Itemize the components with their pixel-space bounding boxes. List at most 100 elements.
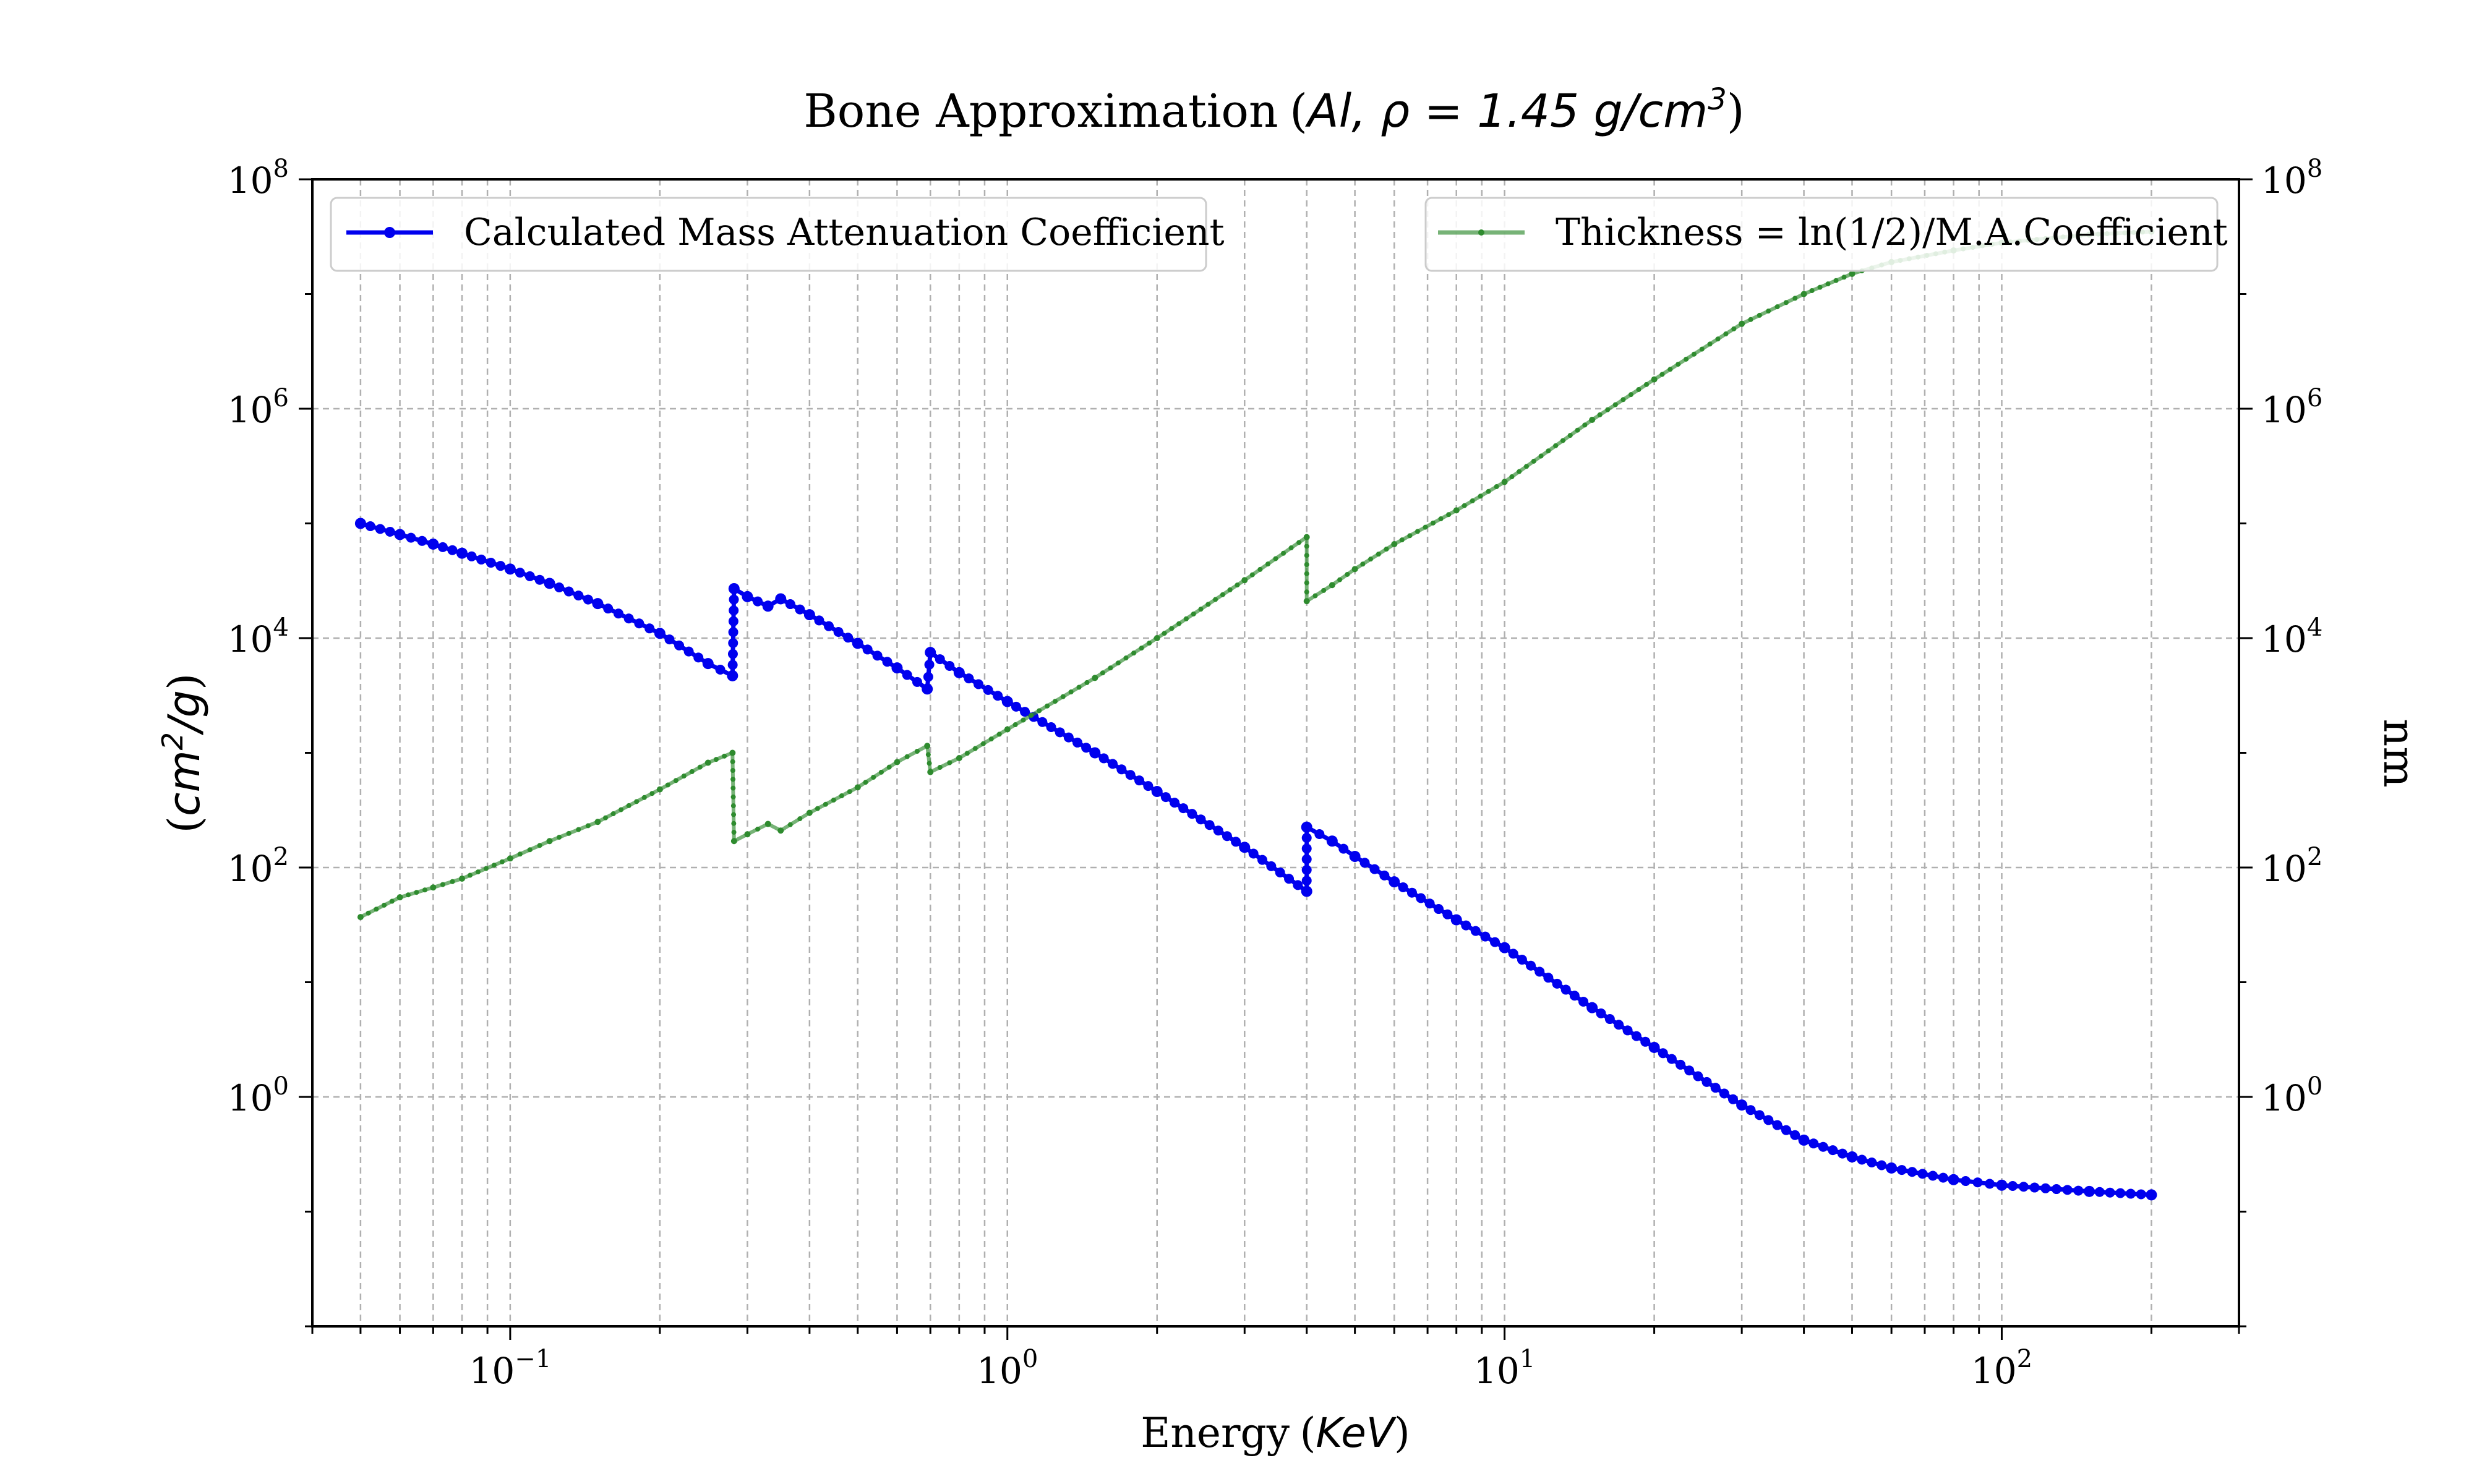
thickness-point xyxy=(1235,582,1240,588)
thickness-point xyxy=(996,731,1002,737)
axis-ticks: 10−1 100 101 102100102104106108100102104106… xyxy=(228,155,2323,1392)
thickness-point xyxy=(1154,635,1160,641)
thickness-point xyxy=(537,843,542,848)
x-tick-label: 10−1 xyxy=(469,1345,551,1392)
mass-attenuation-point xyxy=(1480,931,1491,942)
thickness-point xyxy=(839,793,844,799)
mass-attenuation-point xyxy=(1961,1176,1971,1187)
thickness-point xyxy=(1147,641,1152,646)
mass-attenuation-point xyxy=(728,582,740,594)
thickness-point xyxy=(697,764,703,770)
thickness-point xyxy=(1651,376,1658,383)
thickness-point xyxy=(831,797,836,803)
thickness-point xyxy=(1731,326,1737,331)
thickness-point xyxy=(1523,464,1529,469)
mass-attenuation-point xyxy=(1398,882,1408,892)
mass-attenuation-point xyxy=(644,623,655,634)
mass-attenuation-point xyxy=(1710,1083,1721,1093)
mass-attenuation-point xyxy=(2062,1185,2073,1195)
thickness-point xyxy=(956,754,962,761)
thickness-point xyxy=(823,801,828,807)
thickness-point xyxy=(1748,317,1753,322)
y-right-tick-label-exponent: 6 xyxy=(2307,384,2322,412)
thickness-point xyxy=(440,882,445,887)
thickness-point xyxy=(1198,607,1204,612)
y-right-tick-label-exponent: 2 xyxy=(2307,843,2322,871)
mass-attenuation-point xyxy=(729,594,739,605)
thickness-point xyxy=(1241,577,1248,584)
mass-attenuation-point xyxy=(1684,1065,1695,1076)
thickness-point xyxy=(467,872,473,878)
thickness-point xyxy=(1304,589,1309,595)
mass-attenuation-point xyxy=(1359,858,1370,868)
thickness-point xyxy=(704,759,711,766)
mass-attenuation-point xyxy=(534,574,545,585)
mass-attenuation-point xyxy=(515,568,525,578)
mass-attenuation-point xyxy=(1622,1025,1633,1036)
thickness-point xyxy=(1783,300,1789,305)
mass-attenuation-point xyxy=(2146,1189,2157,1201)
thickness-point xyxy=(366,910,371,916)
thickness-point xyxy=(389,898,395,904)
y-left-tick-label-exponent: 2 xyxy=(273,843,289,871)
thickness-point xyxy=(863,780,868,785)
chart-title-math: Al, ρ = 1.45 g/cm xyxy=(1305,85,1708,138)
thickness-point xyxy=(507,855,513,862)
mass-attenuation-point xyxy=(1424,898,1435,909)
mass-attenuation-point xyxy=(1818,1141,1828,1152)
y-axis-label-left-close-paren: ) xyxy=(159,673,210,690)
y-left-tick-label-base: 10 xyxy=(228,1077,273,1119)
mass-attenuation-point xyxy=(504,563,516,575)
mass-attenuation-point xyxy=(1151,786,1163,798)
thickness-point xyxy=(886,764,892,770)
thickness-point xyxy=(1399,537,1405,543)
thickness-point xyxy=(1676,362,1681,367)
mass-attenuation-point xyxy=(785,599,795,610)
mass-attenuation-point xyxy=(1470,926,1481,936)
thickness-point xyxy=(382,902,387,908)
thickness-point xyxy=(980,741,986,746)
mass-attenuation-point xyxy=(728,616,738,626)
thickness-point xyxy=(871,775,876,780)
mass-attenuation-point xyxy=(2051,1184,2061,1195)
mass-attenuation-point xyxy=(775,593,787,605)
mass-attenuation-point xyxy=(753,596,763,607)
thickness-point xyxy=(1809,288,1815,294)
thickness-point xyxy=(729,749,736,756)
thickness-point xyxy=(787,822,793,827)
mass-attenuation-point xyxy=(1560,984,1571,995)
mass-attenuation-point xyxy=(1301,843,1312,854)
mass-attenuation-point xyxy=(1701,1077,1712,1087)
mass-attenuation-point xyxy=(1552,978,1562,989)
thickness-point xyxy=(1345,571,1350,577)
thickness-point xyxy=(937,765,943,770)
thickness-point xyxy=(1304,553,1309,558)
thickness-point xyxy=(1589,416,1596,423)
thickness-point xyxy=(1391,540,1398,547)
mass-attenuation-point xyxy=(925,647,936,659)
mass-attenuation-point xyxy=(1379,870,1390,881)
mass-attenuation-point xyxy=(1301,854,1312,864)
mass-attenuation-point xyxy=(1886,1162,1898,1174)
mass-attenuation-point xyxy=(983,684,993,695)
thickness-point xyxy=(527,847,533,853)
thickness-point xyxy=(1531,458,1536,464)
thickness-point xyxy=(1825,281,1831,287)
thickness-point xyxy=(1012,722,1018,728)
x-tick-label-base: 10 xyxy=(1474,1350,1520,1392)
thickness-point xyxy=(744,831,751,838)
mass-attenuation-point xyxy=(1938,1172,1948,1183)
thickness-point xyxy=(1739,320,1745,327)
mass-attenuation-point xyxy=(1693,1071,1703,1081)
mass-attenuation-point xyxy=(944,660,955,671)
mass-attenuation-point xyxy=(1781,1125,1791,1135)
thickness-point xyxy=(1303,598,1310,605)
mass-attenuation-point xyxy=(1534,966,1545,977)
y-left-tick-label-base: 10 xyxy=(228,389,273,431)
thickness-point xyxy=(610,811,616,817)
thickness-point xyxy=(925,752,931,757)
y-left-tick-label-base: 10 xyxy=(228,848,273,890)
mass-attenuation-point xyxy=(762,600,774,612)
thickness-point xyxy=(1037,708,1042,714)
